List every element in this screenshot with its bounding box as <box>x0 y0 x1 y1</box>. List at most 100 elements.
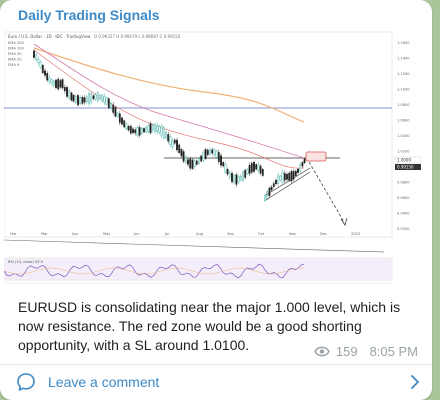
indicator-label: EMA 9 <box>8 63 20 67</box>
candle-body <box>173 139 176 144</box>
candle-body <box>132 128 134 133</box>
chart-header: Euro / U.S. Dollar · 1D · IDC · TradingV… <box>8 34 91 39</box>
candle-body <box>184 156 187 163</box>
candle-body <box>222 162 225 167</box>
ema-fast-line <box>33 49 305 169</box>
candle-body <box>129 125 132 134</box>
candle-body <box>209 149 211 154</box>
month-tick-label: Jul <box>164 232 169 236</box>
candle-body <box>59 80 62 88</box>
candle-body <box>290 171 293 182</box>
candle-body <box>211 149 214 154</box>
candle-body <box>41 65 44 74</box>
indicator-label: EMA 200 <box>8 41 25 45</box>
candle-body <box>105 97 108 105</box>
leave-comment-button[interactable]: Leave a comment <box>0 366 432 398</box>
candle-body <box>244 170 247 178</box>
price-tick-label: 1.1600 <box>397 41 410 45</box>
candle-body <box>279 175 282 181</box>
candle-body <box>35 54 38 60</box>
candle-body <box>191 159 194 169</box>
candle-body <box>206 149 209 155</box>
price-tick-label: 1.0200 <box>397 150 410 154</box>
time-axis: Feb Mar Apr May Jun Jul Aug Sep Oct Nov Dec 2023 <box>10 232 360 236</box>
candle-body <box>231 172 233 182</box>
candle-body <box>101 94 104 102</box>
candle-body <box>158 126 161 133</box>
candle-body <box>44 70 46 76</box>
eye-icon <box>314 346 330 357</box>
candle-body <box>94 94 97 100</box>
candle-body <box>169 136 172 146</box>
channel-title[interactable]: Daily Trading Signals <box>18 7 160 23</box>
candle-body <box>268 187 271 196</box>
projection-arrowhead <box>340 217 348 226</box>
candle-body <box>228 172 231 178</box>
indicator-label: EMA 20 <box>8 58 22 62</box>
candle-body <box>107 98 110 109</box>
candle-body <box>303 158 306 164</box>
candle-body <box>136 127 139 136</box>
candle-body <box>266 191 269 199</box>
candle-body <box>63 87 66 92</box>
candle-body <box>299 164 302 172</box>
month-tick-label: Dec <box>320 232 327 236</box>
message-meta: 159 8:05 PM <box>314 344 418 359</box>
month-tick-label: Mar <box>41 232 48 236</box>
month-tick-label: May <box>103 232 111 236</box>
candle-body <box>215 150 218 158</box>
chart-image[interactable]: Euro / U.S. Dollar · 1D · IDC · TradingV… <box>4 30 428 290</box>
candle-body <box>264 195 266 201</box>
candle-body <box>259 165 262 174</box>
candle-body <box>127 126 130 131</box>
candle-body <box>149 123 152 134</box>
candle-body <box>121 117 123 125</box>
candle-body <box>140 127 143 134</box>
projection-arrow <box>308 161 345 223</box>
candle-body <box>112 104 115 113</box>
channel-upper-line <box>265 167 311 196</box>
candle-body <box>143 128 145 133</box>
candle-body <box>116 112 119 117</box>
candle-body <box>294 170 297 177</box>
candle-body <box>72 94 75 102</box>
month-tick-label: Sep <box>227 232 234 236</box>
candle-body <box>283 173 286 181</box>
candle-body <box>189 158 192 169</box>
candle-body <box>250 163 253 173</box>
candle-body <box>281 171 284 183</box>
price-tick-label: 0.9800 <box>397 181 410 185</box>
price-tick-label: 1.0400 <box>397 134 410 138</box>
candle-body <box>217 152 220 162</box>
candle-body <box>202 151 205 161</box>
candle-body <box>85 96 88 102</box>
month-tick-label: Oct <box>258 232 265 236</box>
candle-body <box>200 155 203 162</box>
candle-body <box>253 162 255 172</box>
channel-lower-line <box>265 171 311 201</box>
candle-body <box>103 96 106 103</box>
candle-body <box>96 92 99 102</box>
candle-body <box>204 149 207 159</box>
candle-body <box>123 120 126 128</box>
price-tick-label: 1.0600 <box>397 119 410 123</box>
candle-body <box>167 134 170 142</box>
rsi-line <box>4 263 305 279</box>
last-price-tag: 0.99150 <box>397 165 414 170</box>
candle-body <box>195 160 198 165</box>
candle-body <box>66 87 68 97</box>
candle-body <box>68 90 71 99</box>
candle-body <box>235 174 238 185</box>
candle-body <box>52 80 55 86</box>
candle-body <box>257 164 260 171</box>
candle-body <box>272 183 275 187</box>
candle-body <box>74 96 77 103</box>
price-chart: Euro / U.S. Dollar · 1D · IDC · TradingV… <box>4 30 428 290</box>
chevron-right-icon <box>411 375 419 389</box>
candle-body <box>70 92 73 101</box>
price-tick-label: 0.9400 <box>397 212 410 216</box>
candle-body <box>81 97 84 104</box>
candle-body <box>224 163 227 173</box>
